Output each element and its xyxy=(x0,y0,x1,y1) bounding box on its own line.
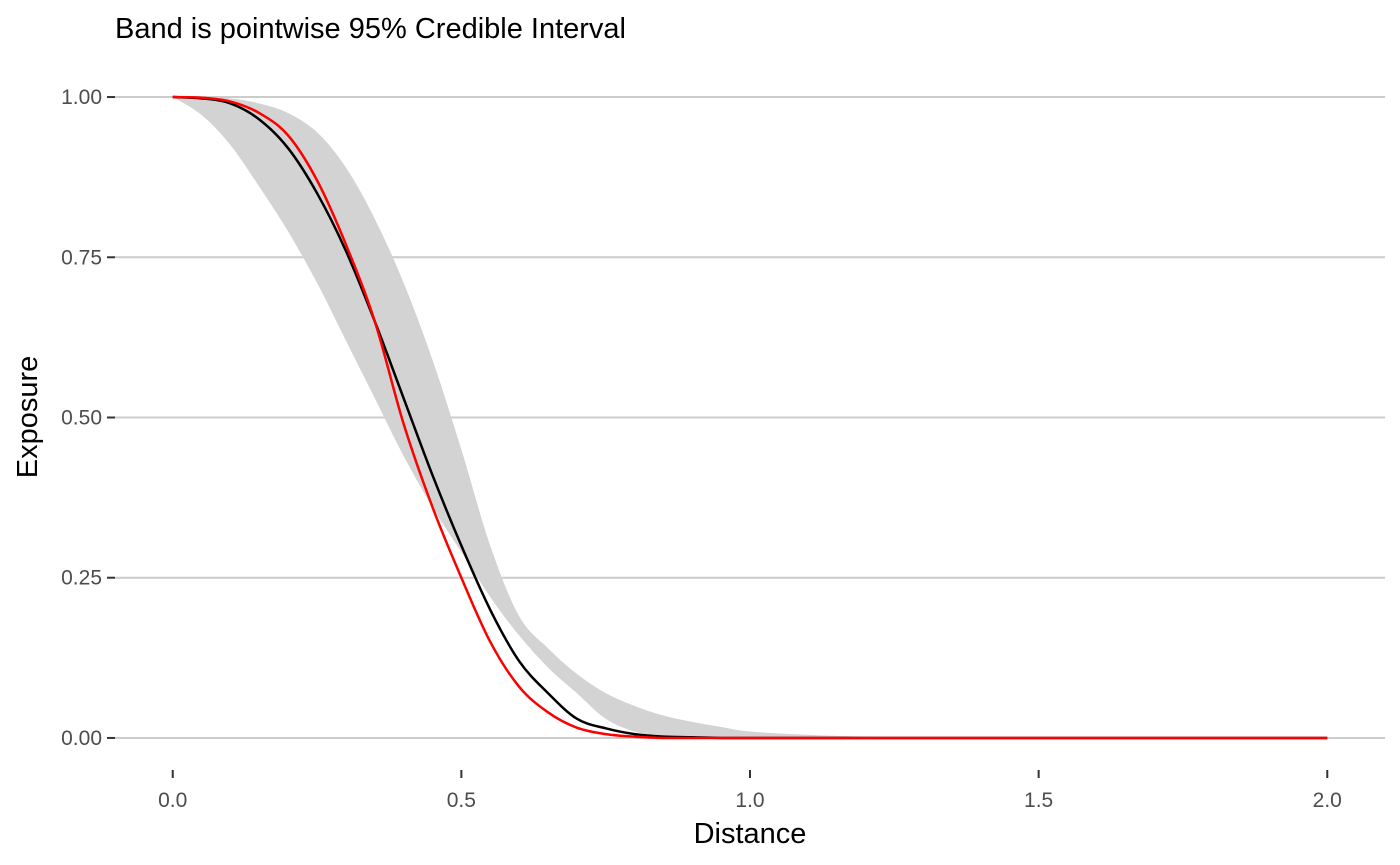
y-tick-label: 0.75 xyxy=(61,246,102,269)
y-axis-title: Exposure xyxy=(12,356,44,479)
series-line-2 xyxy=(172,95,1328,740)
x-tick-label: 1.5 xyxy=(1024,789,1053,812)
band-layer xyxy=(172,96,1328,739)
x-axis-title: Distance xyxy=(694,818,807,850)
credible-band xyxy=(172,96,1328,739)
x-tick-label: 0.5 xyxy=(447,789,476,812)
ticks: 0.00 0.25 0.50 0.75 1.00 0.0 0.5 1.0 1.5 2.0 xyxy=(61,86,1342,812)
y-tick-label: 0.25 xyxy=(61,567,102,590)
x-tick-label: 0.0 xyxy=(158,789,187,812)
y-tick-label: 1.00 xyxy=(61,86,102,109)
series-layer xyxy=(172,95,1328,740)
chart-title: Band is pointwise 95% Credible Interval xyxy=(115,13,626,45)
x-tick-label: 2.0 xyxy=(1313,789,1342,812)
x-tick-label: 1.0 xyxy=(735,789,764,812)
y-tick-label: 0.50 xyxy=(61,407,102,430)
y-tick-label: 0.00 xyxy=(61,727,102,750)
